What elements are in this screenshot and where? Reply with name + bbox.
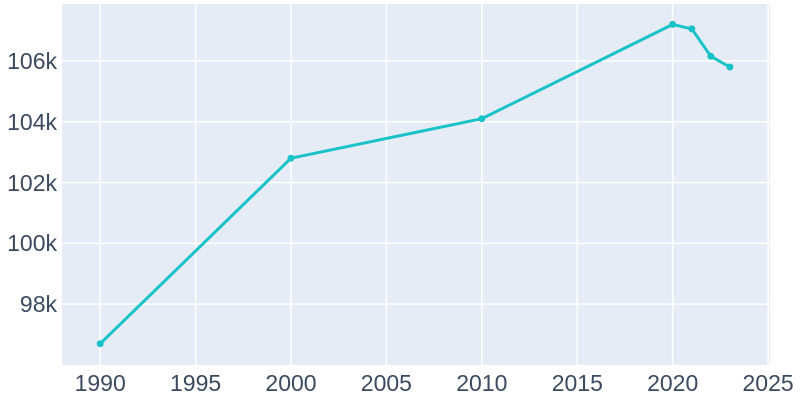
x-tick-label: 1990 bbox=[74, 370, 126, 396]
plot-area bbox=[62, 4, 770, 365]
x-tick-label: 1995 bbox=[170, 370, 222, 396]
y-tick-label: 102k bbox=[7, 169, 57, 196]
x-tick-label: 2000 bbox=[265, 370, 317, 396]
x-tick-label: 2005 bbox=[360, 370, 412, 396]
data-point-marker bbox=[726, 63, 734, 71]
data-point-marker bbox=[287, 154, 295, 162]
data-point-marker bbox=[96, 340, 104, 348]
x-tick-label: 2020 bbox=[647, 370, 699, 396]
x-tick-label: 2010 bbox=[456, 370, 508, 396]
y-tick-label: 104k bbox=[7, 108, 57, 135]
data-point-marker bbox=[688, 25, 696, 33]
y-tick-label: 100k bbox=[7, 230, 57, 257]
data-point-marker bbox=[669, 20, 677, 28]
y-tick-label: 98k bbox=[19, 291, 57, 318]
x-tick-label: 2015 bbox=[551, 370, 603, 396]
x-tick-label: 2025 bbox=[742, 370, 794, 396]
data-point-marker bbox=[707, 52, 715, 60]
data-point-marker bbox=[478, 115, 486, 123]
y-tick-label: 106k bbox=[7, 47, 57, 74]
